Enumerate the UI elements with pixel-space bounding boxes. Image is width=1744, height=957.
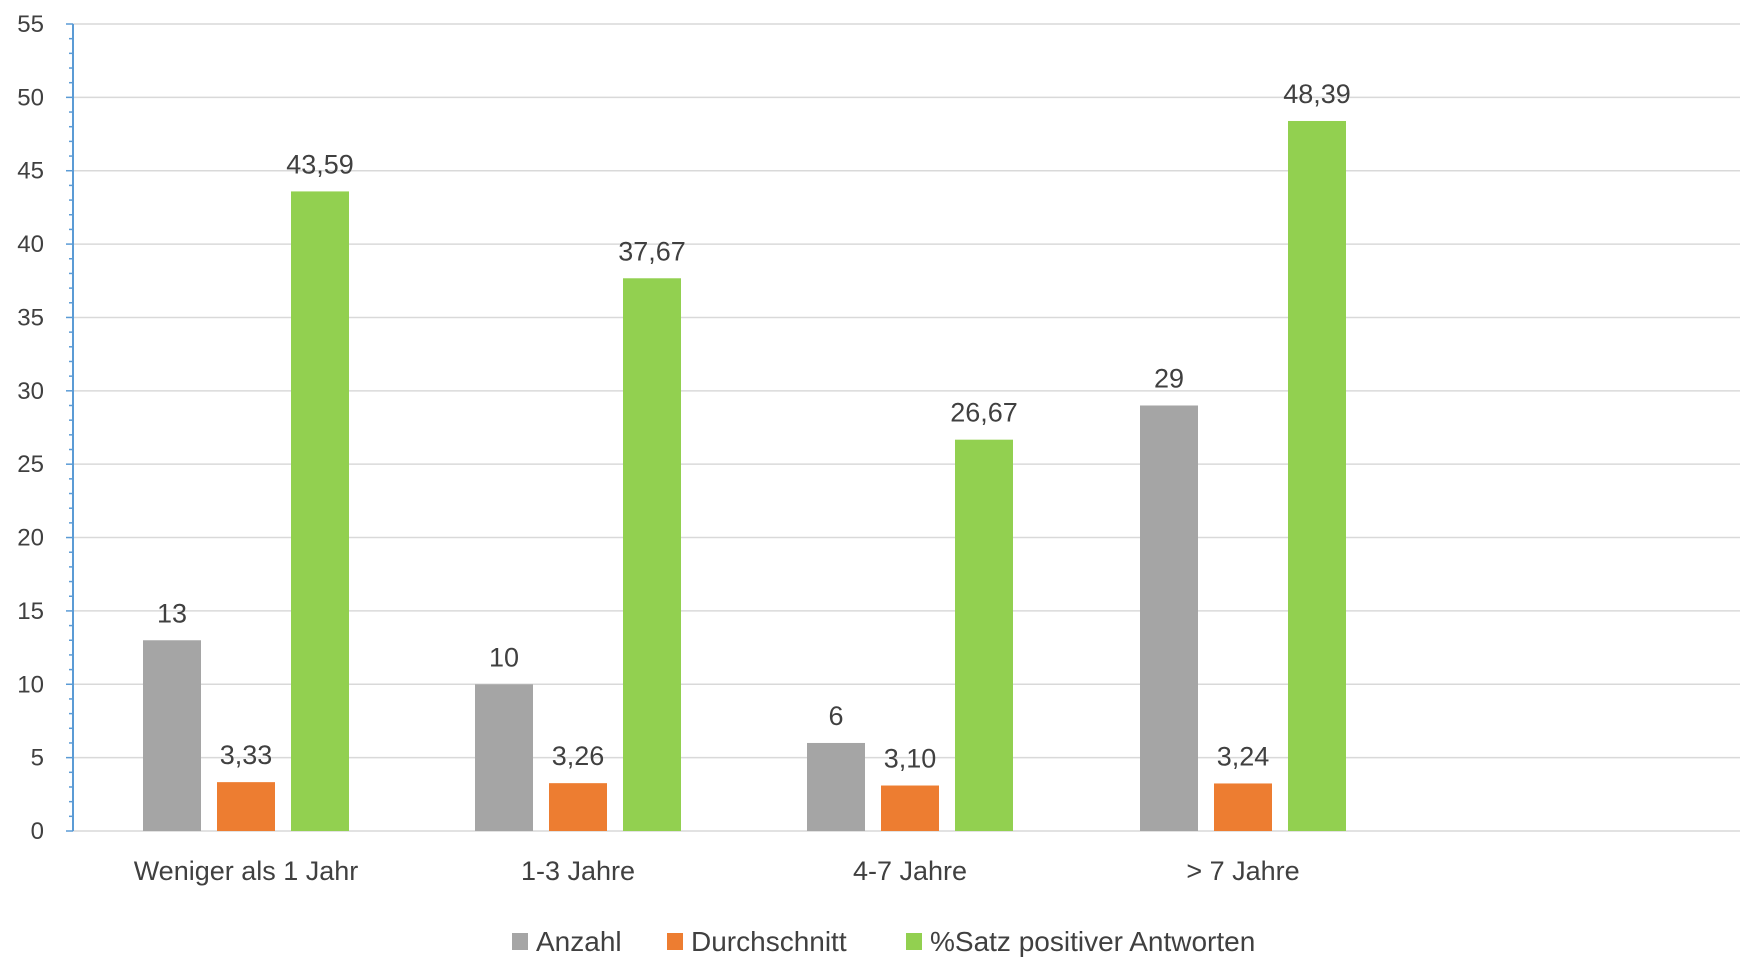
- data-label: 29: [1154, 363, 1184, 393]
- bar: [1288, 120, 1346, 832]
- legend-label: Anzahl: [536, 926, 622, 957]
- bar: [475, 684, 533, 831]
- x-tick-label: 1-3 Jahre: [521, 856, 635, 886]
- legend: Anzahl Durchschnitt %Satz positiver Antwor…: [512, 926, 1255, 957]
- bar: [143, 640, 201, 831]
- y-axis: 0 5 10 15 20 25 30 35 40 45 50 55: [17, 11, 74, 845]
- y-tick-label: 10: [17, 671, 44, 698]
- gridlines: [73, 23, 1740, 832]
- y-tick-label: 50: [17, 84, 44, 111]
- bar: [955, 439, 1013, 831]
- legend-swatch: [512, 933, 528, 950]
- data-label: 3,24: [1217, 741, 1270, 771]
- bar: [1214, 783, 1272, 831]
- bar: [549, 783, 607, 831]
- y-tick-label: 45: [17, 158, 44, 185]
- x-tick-label: Weniger als 1 Jahr: [134, 856, 359, 886]
- x-tick-label: > 7 Jahre: [1186, 856, 1299, 886]
- data-labels: 13 3,33 43,59 10 3,26 37,67 6 3,10 26,67 29 3,24 48…: [157, 79, 1351, 774]
- bar: [623, 278, 681, 832]
- data-label: 43,59: [286, 149, 354, 179]
- data-label: 26,67: [950, 398, 1018, 428]
- y-tick-label: 15: [17, 598, 44, 625]
- y-tick-label: 35: [17, 304, 44, 331]
- y-tick-label: 55: [17, 11, 44, 38]
- data-label: 13: [157, 598, 187, 628]
- bar: [807, 742, 865, 831]
- y-tick-label: 0: [31, 818, 44, 845]
- legend-swatch: [906, 933, 922, 950]
- y-tick-label: 20: [17, 525, 44, 552]
- x-tick-label: 4-7 Jahre: [853, 856, 967, 886]
- y-tick-label: 30: [17, 378, 44, 405]
- data-label: 10: [489, 642, 519, 672]
- data-label: 6: [828, 701, 843, 731]
- data-label: 3,10: [884, 744, 937, 774]
- legend-swatch: [667, 933, 683, 950]
- y-tick-label: 25: [17, 451, 44, 478]
- category-labels: Weniger als 1 Jahr 1-3 Jahre 4-7 Jahre > 7 …: [134, 856, 1300, 886]
- legend-label: Durchschnitt: [691, 926, 847, 957]
- bar: [291, 191, 349, 831]
- data-label: 3,33: [220, 740, 273, 770]
- y-tick-label: 40: [17, 231, 44, 258]
- data-label: 48,39: [1283, 79, 1351, 109]
- bar: [881, 785, 939, 831]
- data-label: 37,67: [618, 236, 686, 266]
- legend-label: %Satz positiver Antworten: [930, 926, 1255, 957]
- bar: [217, 782, 275, 831]
- y-tick-label: 5: [31, 745, 44, 772]
- bars: [143, 120, 1346, 832]
- bar: [1140, 405, 1198, 831]
- data-label: 3,26: [552, 741, 605, 771]
